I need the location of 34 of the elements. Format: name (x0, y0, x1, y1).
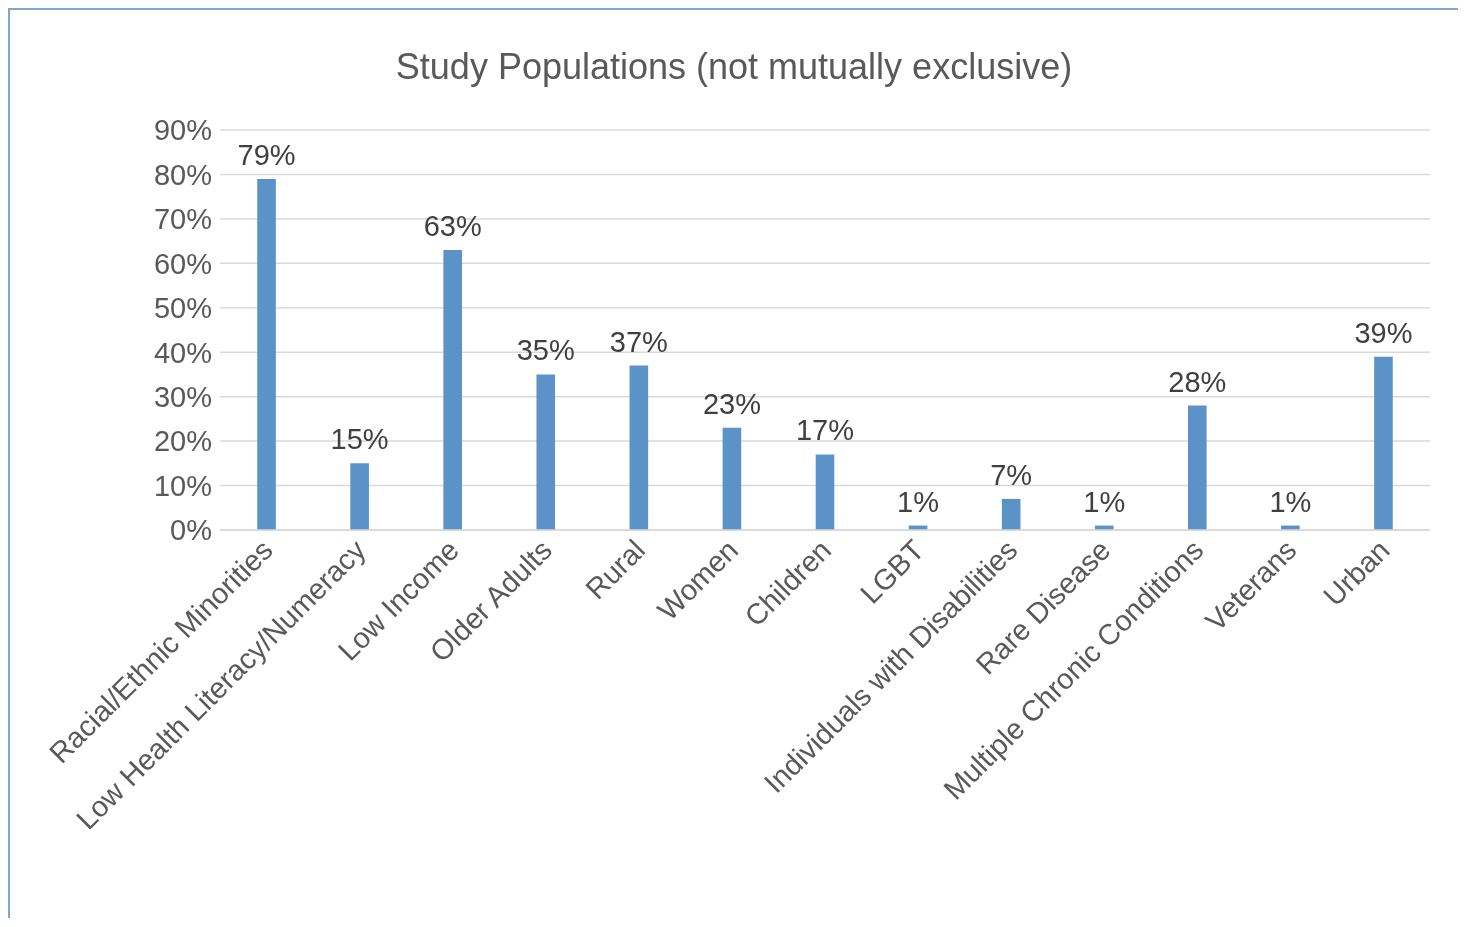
data-label: 79% (237, 138, 296, 171)
data-label: 37% (609, 325, 668, 358)
y-tick-label: 30% (153, 380, 212, 413)
y-tick-label: 60% (153, 247, 212, 280)
data-label: 15% (330, 423, 389, 456)
y-tick-label: 40% (153, 336, 212, 369)
bar (629, 365, 649, 530)
data-label: 28% (1168, 365, 1227, 398)
bar (350, 463, 369, 530)
bar (1374, 356, 1393, 530)
data-label: 17% (795, 414, 855, 447)
data-label: 35% (516, 334, 575, 367)
data-label: 63% (423, 210, 482, 242)
data-label: 1% (1083, 485, 1126, 518)
y-tick-label: 0% (170, 514, 212, 547)
y-tick-label: 90% (153, 114, 212, 147)
data-label: 39% (1354, 316, 1413, 349)
chart-title: Study Populations (not mutually exclusive) (394, 45, 1074, 89)
y-tick-label: 80% (153, 158, 212, 191)
data-label: 1% (897, 485, 940, 518)
y-tick-label: 70% (153, 203, 212, 236)
bar (443, 250, 462, 530)
data-label: 23% (702, 387, 761, 420)
bar (536, 374, 556, 530)
bar (722, 427, 742, 530)
y-tick-label: 50% (153, 292, 212, 325)
data-label: 7% (990, 458, 1033, 491)
bar (1001, 498, 1021, 530)
y-tick-label: 10% (153, 469, 212, 502)
bar (1188, 405, 1207, 530)
data-label: 1% (1269, 485, 1312, 518)
y-tick-label: 20% (153, 425, 212, 458)
bar (257, 178, 276, 530)
bar (815, 454, 835, 530)
